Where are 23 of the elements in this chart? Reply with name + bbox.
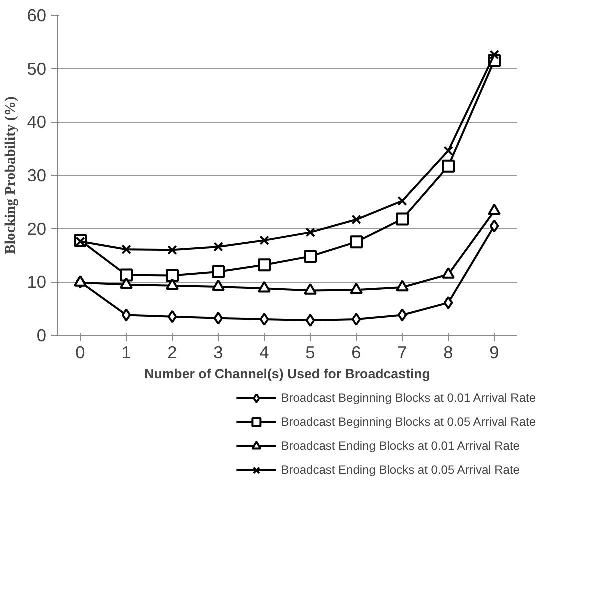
y-tick-label: 0 [36,326,47,346]
x-tick-label: 2 [168,342,178,362]
x-tick-label: 5 [306,342,316,362]
y-tick-label: 50 [27,58,47,79]
y-tick-label: 40 [27,112,47,132]
x-tick-label: 6 [352,342,362,362]
x-tick-label: 8 [444,342,454,362]
x-tick-label: 0 [76,342,86,362]
y-axis-title: Blocking Probability (%) [3,96,20,254]
legend-label: Broadcast Beginning Blocks at 0.01 Arrival Rate [281,391,536,405]
x-tick-label: 1 [122,342,132,362]
legend-label: Broadcast Beginning Blocks at 0.05 Arrival Rate [281,415,536,429]
y-tick-label: 10 [27,272,47,292]
legend-label: Broadcast Ending Blocks at 0.01 Arrival Rate [281,439,520,453]
x-axis-title: Number of Channel(s) Used for Broadcasting [144,366,430,382]
legend-label: Broadcast Ending Blocks at 0.05 Arrival Rate [281,463,520,477]
x-tick-label: 7 [398,342,408,362]
x-tick-label: 4 [260,342,270,362]
x-tick-label: 9 [490,342,500,362]
y-tick-label: 60 [27,6,47,26]
x-tick-label: 3 [214,342,224,362]
y-tick-label: 30 [27,166,47,186]
y-tick-label: 20 [27,218,47,239]
